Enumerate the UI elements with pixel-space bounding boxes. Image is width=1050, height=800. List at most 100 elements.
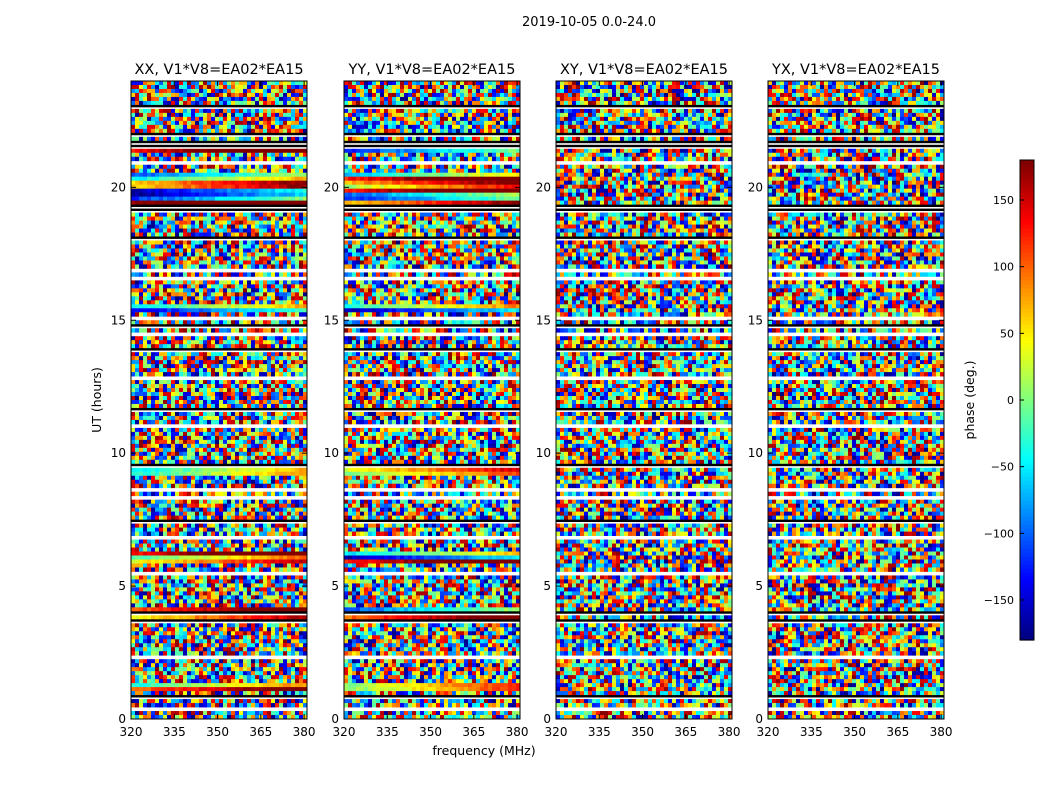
colorbar-segment bbox=[1020, 636, 1034, 641]
y-tick-label: 20 bbox=[111, 180, 126, 194]
colorbar-segment bbox=[1020, 584, 1034, 589]
y-tick-label: 20 bbox=[324, 180, 339, 194]
y-tick-label: 20 bbox=[748, 180, 763, 194]
colorbar-segment bbox=[1020, 596, 1034, 601]
colorbar-segment bbox=[1020, 160, 1034, 165]
colorbar-segment bbox=[1020, 400, 1034, 405]
colorbar-segment bbox=[1020, 460, 1034, 465]
colorbar-segment bbox=[1020, 576, 1034, 581]
x-tick-label: 335 bbox=[588, 725, 611, 739]
y-tick-label: 0 bbox=[755, 712, 763, 726]
colorbar-segment bbox=[1020, 380, 1034, 385]
x-tick-label: 380 bbox=[930, 725, 953, 739]
colorbar-segment bbox=[1020, 256, 1034, 261]
y-tick-label: 15 bbox=[748, 313, 763, 327]
figure-suptitle: 2019-10-05 0.0-24.0 bbox=[522, 15, 656, 30]
colorbar-segment bbox=[1020, 476, 1034, 481]
colorbar-segment bbox=[1020, 468, 1034, 473]
x-tick-label: 320 bbox=[545, 725, 568, 739]
y-tick-label: 0 bbox=[118, 712, 126, 726]
panel-title: XY, V1*V8=EA02*EA15 bbox=[560, 62, 728, 78]
colorbar-segment bbox=[1020, 536, 1034, 541]
colorbar-segment bbox=[1020, 172, 1034, 177]
colorbar-segment bbox=[1020, 416, 1034, 421]
y-tick-label: 5 bbox=[331, 579, 339, 593]
x-tick-label: 335 bbox=[800, 725, 823, 739]
colorbar-tick-label: 0 bbox=[1007, 394, 1014, 407]
colorbar-segment bbox=[1020, 508, 1034, 513]
colorbar-segment bbox=[1020, 480, 1034, 485]
colorbar-segment bbox=[1020, 268, 1034, 273]
colorbar-segment bbox=[1020, 324, 1034, 329]
colorbar-segment bbox=[1020, 320, 1034, 325]
colorbar-segment bbox=[1020, 632, 1034, 637]
colorbar-segment bbox=[1020, 472, 1034, 477]
y-tick-label: 0 bbox=[543, 712, 551, 726]
colorbar-segment bbox=[1020, 412, 1034, 417]
colorbar-tick-label: −150 bbox=[984, 594, 1014, 607]
colorbar-segment bbox=[1020, 456, 1034, 461]
colorbar-segment bbox=[1020, 216, 1034, 221]
colorbar-segment bbox=[1020, 352, 1034, 357]
y-tick-label: 20 bbox=[536, 180, 551, 194]
colorbar-segment bbox=[1020, 604, 1034, 609]
panel-title: YY, V1*V8=EA02*EA15 bbox=[348, 62, 516, 78]
colorbar-tick-label: 50 bbox=[1000, 327, 1014, 340]
colorbar-segment bbox=[1020, 356, 1034, 361]
colorbar-segment bbox=[1020, 196, 1034, 201]
colorbar-segment bbox=[1020, 192, 1034, 197]
colorbar-segment bbox=[1020, 240, 1034, 245]
colorbar-segment bbox=[1020, 332, 1034, 337]
colorbar-segment bbox=[1020, 396, 1034, 401]
colorbar-segment bbox=[1020, 568, 1034, 573]
panel-frame bbox=[130, 80, 308, 720]
colorbar-segment bbox=[1020, 236, 1034, 241]
colorbar-segment bbox=[1020, 612, 1034, 617]
colorbar-segment bbox=[1020, 188, 1034, 193]
x-tick-label: 380 bbox=[293, 725, 316, 739]
colorbar-segment bbox=[1020, 540, 1034, 545]
colorbar-segment bbox=[1020, 316, 1034, 321]
colorbar-segment bbox=[1020, 200, 1034, 205]
x-tick-label: 320 bbox=[333, 725, 356, 739]
y-tick-label: 5 bbox=[755, 579, 763, 593]
colorbar-segment bbox=[1020, 532, 1034, 537]
colorbar-segment bbox=[1020, 220, 1034, 225]
colorbar-segment bbox=[1020, 444, 1034, 449]
colorbar-segment bbox=[1020, 208, 1034, 213]
panel-frame bbox=[343, 80, 521, 720]
x-tick-label: 350 bbox=[843, 725, 866, 739]
panel-frame bbox=[555, 80, 733, 720]
colorbar-segment bbox=[1020, 428, 1034, 433]
colorbar-segment bbox=[1020, 588, 1034, 593]
colorbar-segment bbox=[1020, 376, 1034, 381]
colorbar-segment bbox=[1020, 368, 1034, 373]
colorbar-segment bbox=[1020, 212, 1034, 217]
heatmap-cells bbox=[131, 81, 308, 720]
x-tick-label: 320 bbox=[120, 725, 143, 739]
colorbar-segment bbox=[1020, 288, 1034, 293]
colorbar-segment bbox=[1020, 384, 1034, 389]
colorbar-segment bbox=[1020, 276, 1034, 281]
colorbar-segment bbox=[1020, 232, 1034, 237]
colorbar-segment bbox=[1020, 248, 1034, 253]
colorbar-segment bbox=[1020, 616, 1034, 621]
colorbar-segment bbox=[1020, 628, 1034, 633]
x-tick-label: 365 bbox=[886, 725, 909, 739]
colorbar-segment bbox=[1020, 592, 1034, 597]
x-tick-label: 320 bbox=[757, 725, 780, 739]
colorbar-tick-label: 150 bbox=[993, 194, 1014, 207]
colorbar-segment bbox=[1020, 260, 1034, 265]
colorbar-tick-label: 100 bbox=[993, 261, 1014, 274]
x-tick-label: 335 bbox=[163, 725, 186, 739]
colorbar-segment bbox=[1020, 424, 1034, 429]
x-tick-label: 380 bbox=[506, 725, 529, 739]
y-tick-label: 5 bbox=[543, 579, 551, 593]
colorbar-segment bbox=[1020, 512, 1034, 517]
panel-yx: YX, V1*V8=EA02*EA15 320 335 350 365 380 0 5 10 15… bbox=[748, 62, 953, 739]
heatmap-cells bbox=[556, 81, 733, 720]
colorbar-segment bbox=[1020, 296, 1034, 301]
y-tick-label: 10 bbox=[111, 446, 126, 460]
colorbar-segment bbox=[1020, 264, 1034, 269]
